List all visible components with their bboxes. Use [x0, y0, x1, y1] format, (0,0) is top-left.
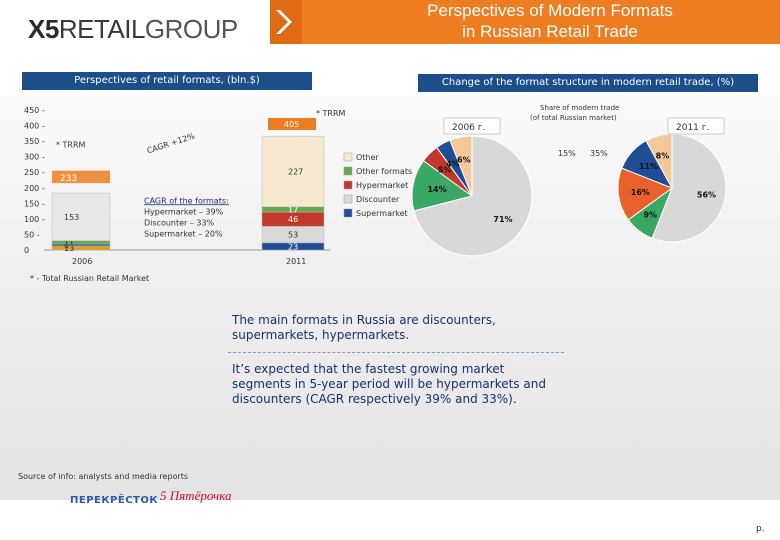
bar-segment-label: 227 [288, 167, 303, 176]
year-label-2006: 2006 г. [452, 123, 485, 133]
page-title-line-2: in Russian Retail Trade [462, 22, 638, 41]
message-main-formats: The main formats in Russia are discounte… [232, 313, 496, 342]
bar-segment-label: 6 [64, 241, 69, 250]
pie-2006-slice-label: 5% [438, 166, 452, 175]
legend-swatch [343, 194, 353, 204]
bar-segment-2006 [51, 240, 111, 245]
bar-segment-label: 11 [64, 238, 74, 247]
legend-label: Hypermarket [356, 181, 408, 190]
y-tick-label: 50 - [24, 230, 40, 239]
pie-charts: 71% 14% 5%4%6% 56% 9% 16% 11%8% 2006 г. 2011 г. S… [411, 104, 727, 257]
footnote: * - Total Russian Retail Market [30, 274, 150, 283]
legend-swatch [343, 180, 353, 190]
message-growth: It’s expected that the fastest growing m… [232, 362, 546, 406]
pie-2011-slice-label: 16% [631, 188, 650, 197]
pie-2011-slice-label: 11% [639, 162, 658, 171]
pie-2006-slice-label: 4% [446, 159, 460, 168]
pie-2011-slice [651, 133, 727, 243]
y-tick-label: 400 - [24, 122, 45, 131]
legend-label: Other formats [356, 167, 412, 176]
total-label: 405 [284, 120, 299, 129]
logo-retail: RETAIL [58, 14, 146, 44]
y-tick-label: 450 - [24, 106, 45, 115]
logo-group: GROUP [144, 14, 238, 44]
bar-segment-2006 [51, 192, 111, 241]
pie-2006-slice-label: 6% [457, 155, 471, 164]
trrm-label: * TRRM [316, 109, 346, 118]
stacked-bar-chart: 450 - 400 - 350 - 300 - 250 - 200 - 150 - 100 -… [24, 106, 412, 266]
y-tick-label: 0 [24, 246, 29, 255]
year-box-2011 [667, 117, 725, 135]
bar-segment-2011 [261, 135, 325, 208]
share-value-2011: 35% [590, 149, 608, 158]
y-tick-label: 100 - [24, 215, 45, 224]
pie-2011-slice-label: 8% [656, 152, 670, 161]
legend-swatch [343, 152, 353, 162]
bar-segment-2006 [51, 245, 111, 251]
cagr-label: CAGR +12% [146, 131, 196, 155]
share-note: (of total Russian market) [530, 114, 617, 122]
y-tick-label: 250 - [24, 168, 45, 177]
page-title: Perspectives of Modern Formats in Russia… [330, 0, 770, 44]
year-label-2011: 2011 г. [676, 123, 709, 133]
source-note: Source of info: analysts and media repor… [18, 472, 189, 481]
pie-2006-slice [413, 135, 533, 257]
legend-swatch [343, 166, 353, 176]
bar-segment-label: 153 [64, 213, 79, 222]
x-tick-label: 2006 [72, 257, 92, 266]
total-box [268, 118, 316, 130]
bar-segment-label: 23 [288, 242, 298, 251]
divider [228, 352, 564, 353]
year-box-2006 [443, 117, 501, 135]
cagr-line: Supermarket – 20% [144, 229, 223, 238]
cagr-line: Discounter – 33% [144, 218, 215, 227]
bar-segment-label: 46 [288, 215, 298, 224]
pie-2011-slice-label: 9% [643, 210, 657, 219]
header-band [270, 0, 780, 44]
pie-2011-slice-label: 56% [697, 190, 716, 199]
share-value-2006: 15% [558, 149, 576, 158]
bar-other-2006 [52, 170, 110, 184]
header-arrow-icon [270, 0, 302, 44]
cagr-line: Hypermarket – 39% [144, 207, 224, 216]
bar-segment-label: 53 [288, 231, 298, 240]
cagr-box-title: CAGR of the formats: [144, 196, 229, 205]
legend-label: Other [356, 153, 379, 162]
bar-segment-label: 17 [288, 205, 298, 214]
share-note: Share of modern trade [540, 104, 619, 112]
pie-2006-slice-label: 71% [493, 215, 512, 224]
y-tick-label: 200 - [24, 184, 45, 193]
bar-segment-2006 [51, 243, 111, 247]
y-tick-label: 300 - [24, 153, 45, 162]
legend-label: Supermarket [356, 209, 408, 218]
logo-x5: X5 [28, 14, 59, 44]
brand-perekrestok-logo: ПЕРЕКРЁСТОК [70, 495, 159, 506]
trrm-label: * TRRM [56, 140, 86, 149]
right-panel-heading: Change of the format structure in modern… [418, 74, 758, 92]
x-tick-label: 2011 [286, 257, 306, 266]
page-number: p. [756, 524, 765, 534]
pie-2006-slice [411, 160, 474, 212]
y-tick-label: 350 - [24, 137, 45, 146]
legend-swatch [343, 208, 353, 218]
pie-2006-slice-label: 14% [427, 185, 446, 194]
pie-2011-slice [617, 167, 674, 221]
pie-2006-slice [449, 135, 473, 197]
y-tick-label: 150 - [24, 199, 45, 208]
bar-segment-label: 13 [64, 244, 74, 253]
legend-label: Discounter [356, 195, 400, 204]
bar-other-2006-label: 233 [60, 174, 77, 184]
logo: X5RETAILGROUP [28, 14, 238, 45]
left-panel-heading: Perspectives of retail formats, (bln.$) [22, 72, 312, 90]
page-title-line-1: Perspectives of Modern Formats [427, 1, 673, 20]
brand-pyaterochka-logo: 5 Пятёрочка [160, 488, 232, 503]
